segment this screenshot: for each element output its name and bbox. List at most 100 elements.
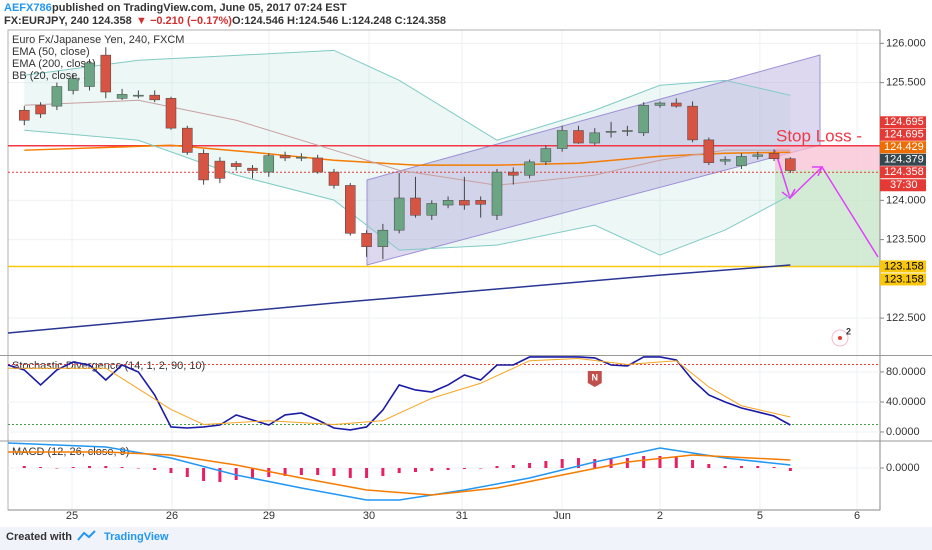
ohlc: O:124.546 H:124.546 L:124.248 C:124.358 (232, 15, 446, 27)
macd-bar (39, 467, 43, 468)
candle-body (459, 200, 470, 206)
macd-bar (642, 456, 646, 468)
y-tick-label: 40.0000 (886, 396, 926, 408)
x-tick-label: 5 (757, 510, 763, 522)
candle-body (540, 148, 552, 163)
candle-body (410, 197, 421, 216)
candle-body (296, 156, 307, 159)
macd-bar (756, 466, 760, 468)
price-label-box (880, 141, 926, 154)
macd-bar (283, 468, 287, 476)
stoch-line (8, 357, 791, 425)
candle-body (524, 161, 535, 176)
stoch-line (7, 356, 791, 431)
x-tick-label: 25 (66, 510, 78, 522)
macd-bar (348, 468, 352, 478)
candle-body (84, 62, 95, 87)
last-price: 124.358 (92, 15, 132, 27)
x-tick-label: 26 (166, 510, 178, 522)
price-label-box (880, 260, 926, 273)
macd-bar (185, 468, 189, 477)
price-label: 123.158 (884, 273, 924, 285)
macd-bar (332, 468, 336, 476)
symbol: FX:EURJPY, 240 (4, 15, 89, 27)
price-label: 124.379 (884, 154, 924, 166)
y-tick-label: 0.0000 (886, 426, 920, 438)
macd-bar (462, 468, 466, 469)
macd-bar (544, 461, 548, 468)
price-label-box (880, 128, 926, 141)
divergence-text: N (592, 372, 599, 382)
macd-bar (381, 468, 385, 476)
candle-body (345, 185, 356, 234)
candle-body (247, 167, 258, 171)
macd-bar (446, 468, 450, 470)
macd-line (8, 451, 791, 496)
price-label-box (880, 166, 926, 179)
alert-count: 2 (846, 326, 851, 336)
arrow-head (781, 188, 796, 200)
macd-bar (202, 468, 206, 481)
candle-body (312, 157, 323, 173)
macd-bar (234, 468, 238, 480)
candle-body (214, 160, 226, 179)
author[interactable]: AEFX786 (4, 2, 52, 14)
x-tick-label: 6 (854, 510, 860, 522)
footer-bar (0, 527, 932, 550)
candle-body (752, 154, 764, 157)
macd-bar (136, 468, 140, 469)
candle-body (768, 152, 780, 159)
bb-upper (24, 49, 791, 141)
change: ▼ −0.210 (−0.17%) (136, 15, 232, 27)
candle-body (426, 203, 438, 216)
target-zone (775, 170, 880, 266)
macd-bar (169, 468, 173, 473)
candle-body (393, 197, 405, 231)
alert-dot (838, 336, 842, 340)
x-tick-label: 31 (456, 510, 468, 522)
candle-body (230, 163, 242, 167)
macd-bar (365, 468, 369, 478)
brand-logo (77, 530, 96, 541)
footer-created: Created with (6, 531, 72, 543)
y-tick-label: 126.000 (886, 37, 926, 49)
footer-brand[interactable]: TradingView (104, 531, 169, 543)
macd-bar (528, 463, 532, 468)
x-tick-label: 29 (263, 510, 275, 522)
price-label-box (880, 153, 926, 166)
macd-bar (560, 459, 564, 468)
macd-bar (788, 468, 792, 471)
macd-bar (267, 468, 271, 477)
y-tick-label: 122.500 (886, 312, 926, 324)
macd-bar (71, 467, 75, 468)
macd-bar (55, 468, 59, 469)
macd-bar (707, 464, 711, 468)
x-tick-label: Jun (553, 510, 571, 522)
candle-body (377, 229, 389, 247)
y-tick-label: 124.000 (886, 194, 926, 206)
candle-body (328, 171, 340, 186)
candle-body (182, 127, 193, 153)
price-label-box (880, 273, 926, 286)
pane-title: Euro Fx/Japanese Yen, 240, FXCM (12, 34, 184, 46)
candle-body (133, 94, 144, 97)
candle-body (263, 155, 275, 173)
candle-body (35, 105, 46, 115)
macd-bar (609, 458, 613, 468)
macd-bar (430, 468, 434, 471)
candle-body (508, 171, 519, 176)
macd-bar (87, 466, 91, 468)
legend-entry: BB (20, close, 2) (12, 70, 93, 82)
arrow-head (812, 166, 824, 177)
price-label: 124.358 (884, 166, 924, 178)
macd-bar (495, 466, 499, 468)
y-tick-label: 125.500 (886, 77, 926, 89)
macd-bar (479, 468, 483, 469)
candle-body (638, 105, 649, 134)
macd-bar (104, 466, 108, 468)
candle-body (67, 78, 79, 91)
macd-bar (218, 468, 222, 482)
ema-line (7, 264, 791, 334)
macd-bar (625, 458, 629, 468)
price-label-box (880, 116, 926, 129)
